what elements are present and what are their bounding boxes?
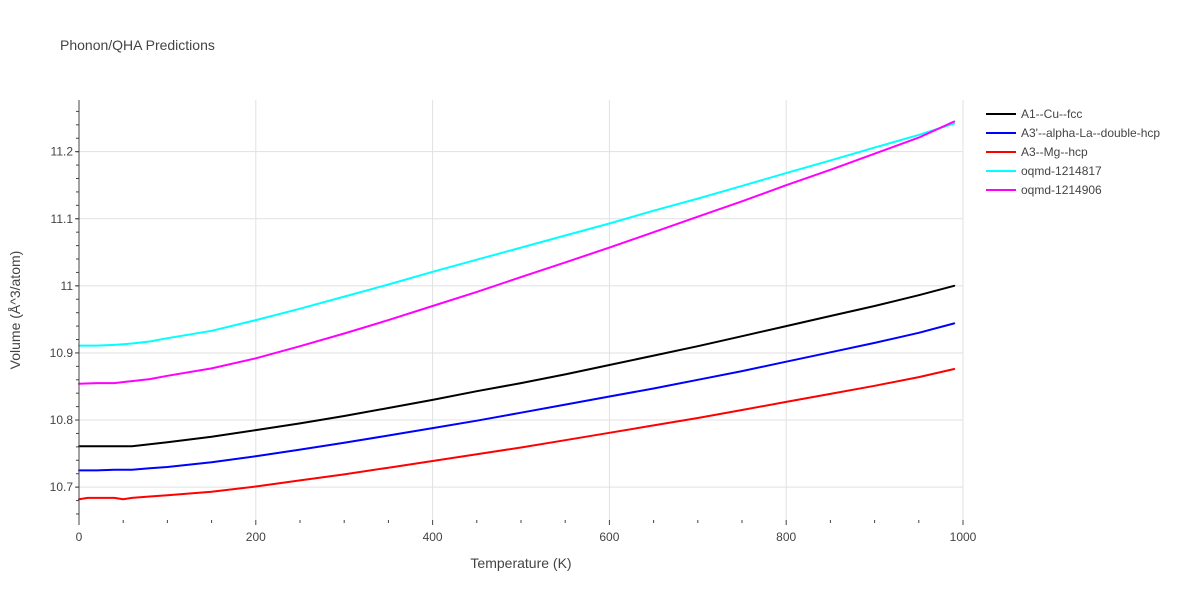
legend-label: oqmd-1214906 [1021,183,1102,197]
x-axis-label: Temperature (K) [470,555,571,571]
y-tick-label: 10.8 [50,413,74,427]
series-line-5 [78,120,956,385]
y-tick-label: 10.9 [50,346,74,360]
legend[interactable]: A1--Cu--fcc A3'--alpha-La--double-hcp A3--… [986,107,1160,197]
series-line-1 [78,284,956,448]
y-tick-label: 11.1 [51,212,74,226]
legend-item[interactable]: A3'--alpha-La--double-hcp [986,126,1160,140]
x-tick-label: 0 [76,530,83,544]
series-lines [78,120,956,501]
y-tick-label: 11 [61,279,74,293]
y-tick-label: 10.7 [50,480,74,494]
series-line-4 [78,122,956,347]
legend-label: A3--Mg--hcp [1021,145,1088,159]
series-line-2 [78,322,956,472]
x-axis-ticks: 0 200 400 600 800 1000 [76,520,977,544]
x-tick-label: 800 [776,530,796,544]
legend-item[interactable]: A3--Mg--hcp [986,145,1088,159]
legend-item[interactable]: A1--Cu--fcc [986,107,1082,121]
y-axis-label: Volume (Å^3/atom) [7,251,23,370]
legend-item[interactable]: oqmd-1214906 [986,183,1102,197]
legend-label: A3'--alpha-La--double-hcp [1021,126,1160,140]
x-tick-label: 400 [423,530,443,544]
legend-item[interactable]: oqmd-1214817 [986,164,1102,178]
chart-title: Phonon/QHA Predictions [60,37,215,53]
grid-lines [79,100,964,520]
x-tick-label: 600 [599,530,619,544]
x-tick-label: 200 [246,530,266,544]
y-axis-ticks: 10.7 10.8 10.9 11 11.1 11.2 [50,110,79,515]
x-tick-label: 1000 [950,530,977,544]
legend-label: A1--Cu--fcc [1021,107,1082,121]
y-tick-label: 11.2 [51,145,74,159]
series-line-3 [78,368,956,501]
legend-label: oqmd-1214817 [1021,164,1102,178]
